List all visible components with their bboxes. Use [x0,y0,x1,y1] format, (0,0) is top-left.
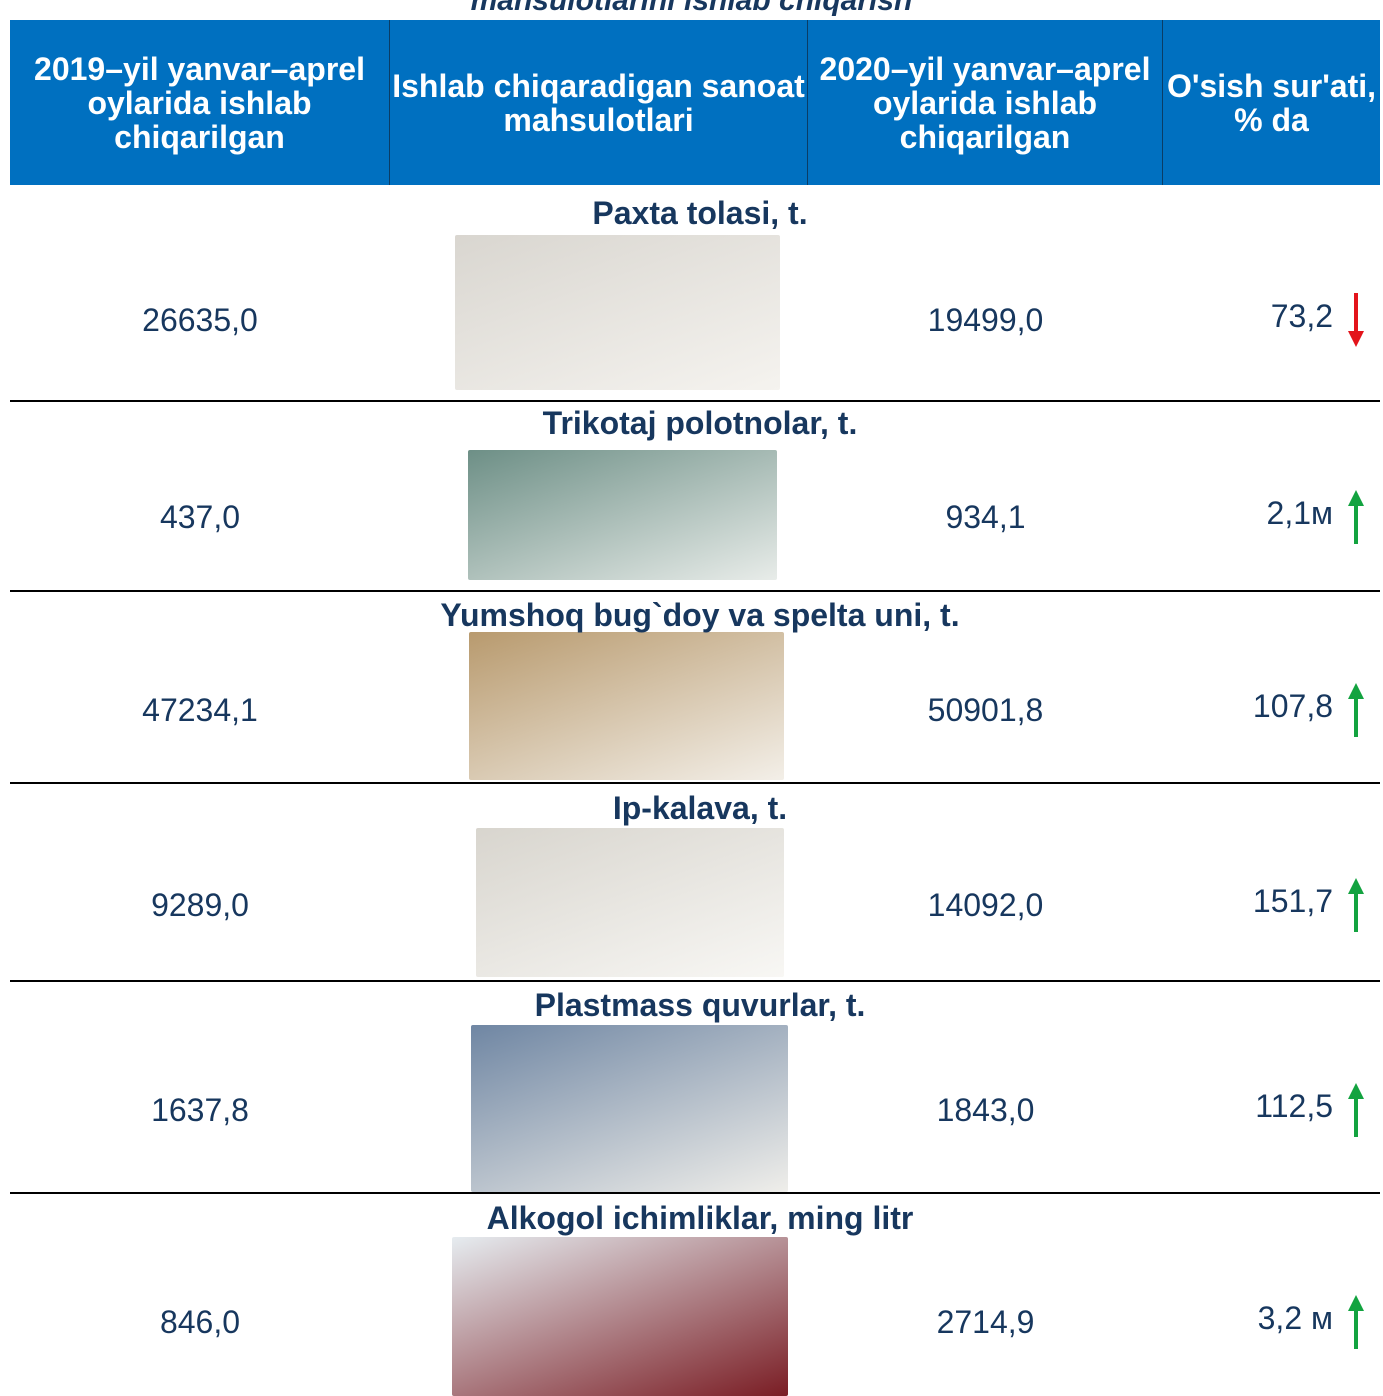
trend-arrow [1346,291,1366,349]
product-image [455,235,780,390]
value-2020: 14092,0 [927,887,1044,923]
arrow-icon [1348,490,1364,544]
row-separator [10,1192,1380,1194]
value-2019: 47234,1 [142,692,258,728]
value-2020: 934,1 [945,499,1026,535]
product-label: Trikotaj polotnolar, t. [542,405,858,441]
growth-value: 3,2 м [1257,1300,1333,1336]
product-image [469,632,784,780]
growth-value: 73,2 [1270,298,1333,334]
product-label: Alkogol ichimliklar, ming litr [486,1200,914,1236]
value-2019: 846,0 [159,1304,241,1340]
growth-value: 151,7 [1252,883,1333,919]
growth-value: 2,1м [1266,495,1333,531]
header-cell: O'sish sur'ati, % da [1163,20,1380,185]
value-2019: 9289,0 [151,887,249,923]
arrow-icon [1348,878,1364,932]
row-separator [10,400,1380,402]
product-label: Paxta tolasi, t. [592,195,808,231]
arrow-icon [1348,1083,1364,1137]
header-cell: 2020–yil yanvar–aprel oylarida ishlab ch… [808,20,1163,185]
row-separator [10,590,1380,592]
trend-arrow [1346,1293,1366,1351]
product-image [468,450,777,580]
value-2020: 1843,0 [936,1092,1035,1128]
header-cell: Ishlab chiqaradigan sanoat mahsulotlari [390,20,808,185]
growth-value: 107,8 [1252,688,1333,724]
value-2020: 2714,9 [936,1304,1035,1340]
value-2020: 19499,0 [927,302,1044,338]
product-label: Ip-kalava, t. [612,790,788,826]
title: mahsulotlarini ishlab chiqarish [470,0,913,17]
value-2019: 26635,0 [142,302,258,338]
trend-arrow [1346,488,1366,546]
product-image [471,1025,788,1192]
growth-value: 112,5 [1255,1088,1333,1124]
row-separator [10,980,1380,982]
arrow-icon [1348,1295,1364,1349]
value-2019: 437,0 [159,499,241,535]
value-2019: 1637,8 [151,1092,249,1128]
product-image [476,828,784,977]
header-cell: 2019–yil yanvar–aprel oylarida ishlab ch… [10,20,390,185]
trend-arrow [1346,681,1366,739]
row-separator [10,782,1380,784]
trend-arrow [1346,876,1366,934]
product-image [452,1237,788,1396]
arrow-icon [1348,683,1364,737]
product-label: Yumshoq bug`doy va spelta uni, t. [440,597,960,633]
trend-arrow [1346,1081,1366,1139]
value-2020: 50901,8 [927,692,1044,728]
arrow-icon [1348,293,1364,347]
product-label: Plastmass quvurlar, t. [534,987,866,1023]
